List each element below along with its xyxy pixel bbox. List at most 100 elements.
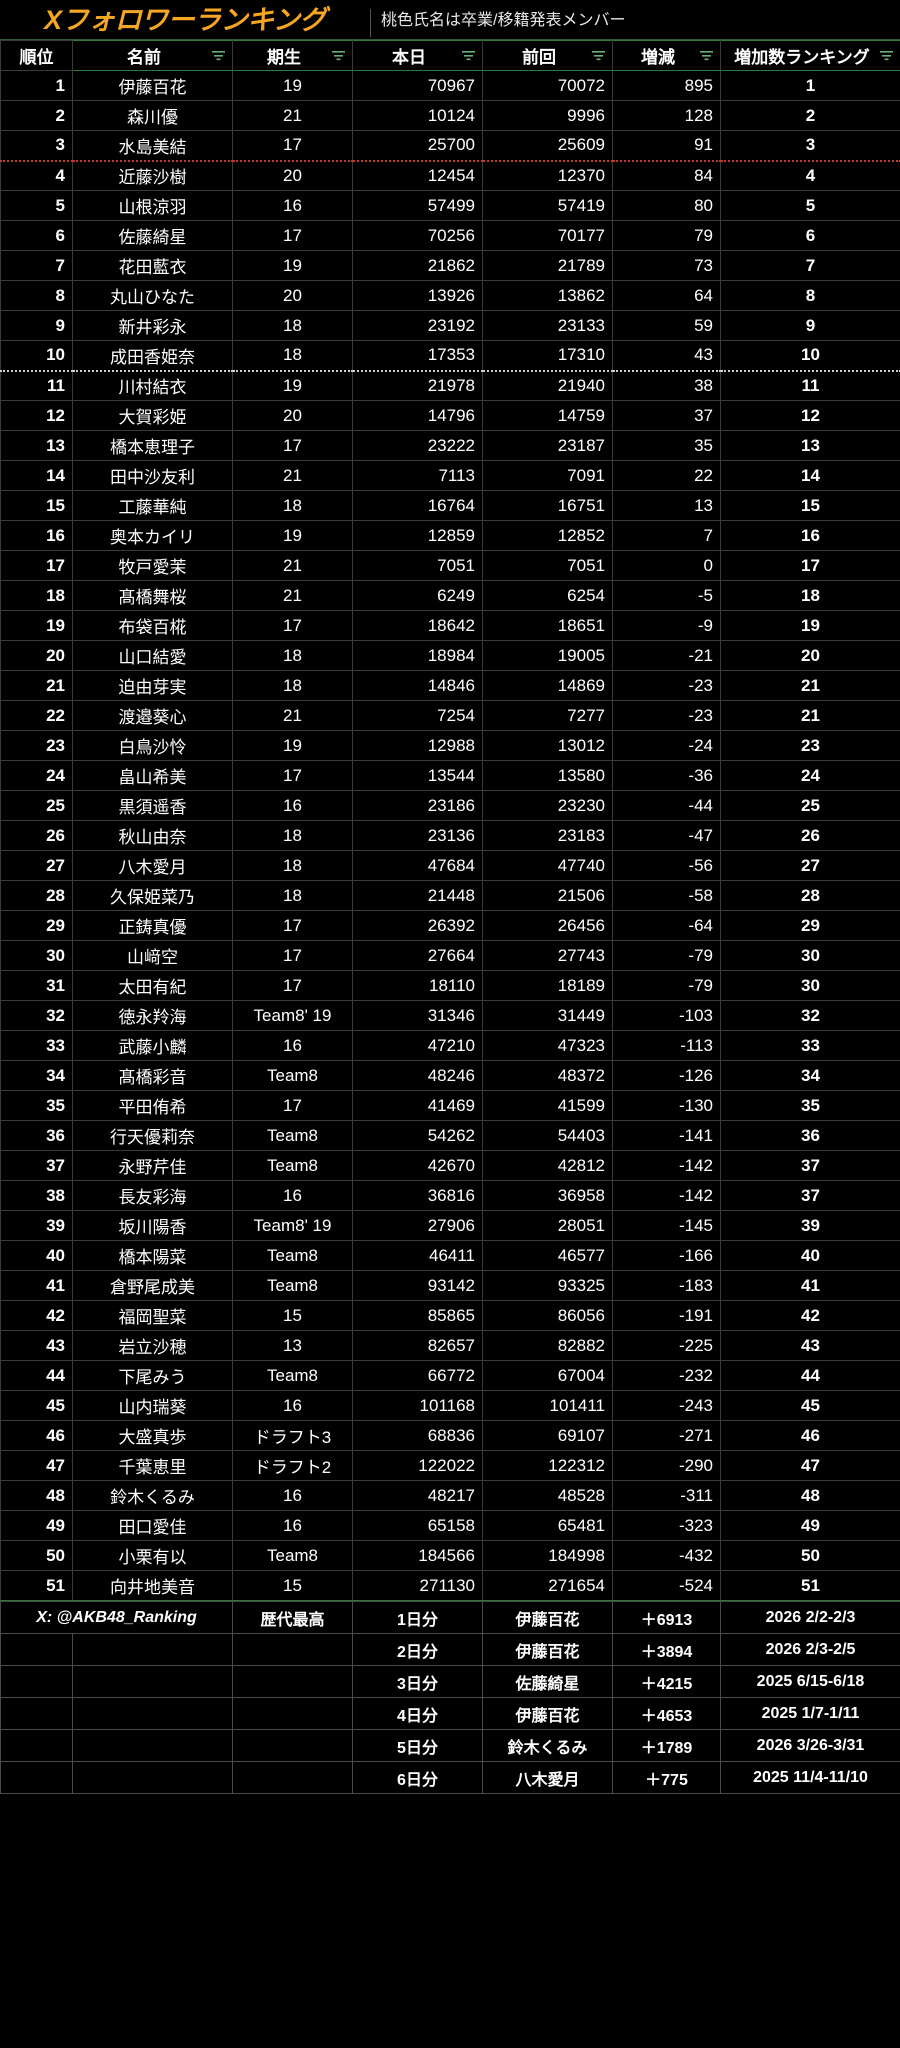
cell-name: 福岡聖菜 (72, 1300, 233, 1331)
cell-gain-rank: 35 (720, 1090, 900, 1121)
cell-name: 田口愛佳 (72, 1510, 233, 1541)
record-label-filler (232, 1633, 353, 1666)
column-header-name[interactable]: 名前 (72, 40, 233, 71)
table-row: 31 太田有紀 17 18110 18189 -79 30 (0, 970, 900, 1001)
column-header-generation[interactable]: 期生 (232, 40, 353, 71)
cell-generation: 18 (232, 340, 353, 372)
table-row: 2 森川優 21 10124 9996 128 2 (0, 100, 900, 131)
column-header-today[interactable]: 本日 (352, 40, 483, 71)
filter-icon[interactable] (212, 50, 225, 61)
table-row: 21 迫由芽実 18 14846 14869 -23 21 (0, 670, 900, 701)
cell-name: 畠山希美 (72, 760, 233, 791)
cell-today: 48246 (352, 1060, 483, 1091)
cell-generation: 20 (232, 160, 353, 191)
cell-name: 奥本カイリ (72, 520, 233, 551)
cell-today: 82657 (352, 1330, 483, 1361)
cell-previous: 9996 (482, 100, 613, 131)
cell-change: 79 (612, 220, 721, 251)
cell-name: 武藤小麟 (72, 1030, 233, 1061)
cell-today: 271130 (352, 1570, 483, 1601)
cell-name: 永野芹佳 (72, 1150, 233, 1181)
cell-previous: 69107 (482, 1420, 613, 1451)
cell-change: -58 (612, 880, 721, 911)
cell-today: 41469 (352, 1090, 483, 1121)
cell-rank: 26 (0, 820, 73, 851)
ranking-table: 順位 名前 期生 本日 (0, 40, 900, 1601)
cell-rank: 13 (0, 430, 73, 461)
cell-generation: 16 (232, 790, 353, 821)
cell-rank: 50 (0, 1540, 73, 1571)
cell-previous: 23183 (482, 820, 613, 851)
cell-change: 91 (612, 130, 721, 162)
cell-gain-rank: 44 (720, 1360, 900, 1391)
cell-generation: 18 (232, 880, 353, 911)
cell-previous: 86056 (482, 1300, 613, 1331)
cell-name: 徳永羚海 (72, 1000, 233, 1031)
table-row: 9 新井彩永 18 23192 23133 59 9 (0, 310, 900, 341)
cell-rank: 8 (0, 280, 73, 311)
filter-icon[interactable] (462, 50, 475, 61)
cell-previous: 27743 (482, 940, 613, 971)
filter-icon[interactable] (332, 50, 345, 61)
cell-change: 128 (612, 100, 721, 131)
cell-today: 21862 (352, 250, 483, 281)
cell-generation: 17 (232, 430, 353, 461)
cell-name: 倉野尾成美 (72, 1270, 233, 1301)
cell-today: 7051 (352, 550, 483, 581)
filter-icon[interactable] (880, 50, 893, 61)
table-row: 18 髙橋舞桜 21 6249 6254 -5 18 (0, 580, 900, 611)
cell-rank: 48 (0, 1480, 73, 1511)
cell-rank: 17 (0, 550, 73, 581)
x-handle[interactable]: X: @AKB48_Ranking (0, 1601, 233, 1634)
table-header-row: 順位 名前 期生 本日 (0, 40, 900, 71)
cell-name: 工藤華純 (72, 490, 233, 521)
record-span: 4日分 (352, 1697, 483, 1730)
cell-today: 46411 (352, 1240, 483, 1271)
cell-change: -323 (612, 1510, 721, 1541)
column-header-gain-rank[interactable]: 増加数ランキング (720, 40, 900, 71)
header-label-today: 本日 (392, 48, 426, 67)
column-header-previous[interactable]: 前回 (482, 40, 613, 71)
table-row: 28 久保姫菜乃 18 21448 21506 -58 28 (0, 880, 900, 911)
cell-today: 70967 (352, 70, 483, 101)
table-row: 39 坂川陽香 Team8' 19 27906 28051 -145 39 (0, 1210, 900, 1241)
cell-generation: 15 (232, 1570, 353, 1601)
table-row: 24 畠山希美 17 13544 13580 -36 24 (0, 760, 900, 791)
cell-change: 0 (612, 550, 721, 581)
cell-name: 大盛真歩 (72, 1420, 233, 1451)
header-label-generation: 期生 (267, 48, 301, 67)
table-row: 48 鈴木くるみ 16 48217 48528 -311 48 (0, 1480, 900, 1511)
cell-name: 伊藤百花 (72, 70, 233, 101)
table-row: 27 八木愛月 18 47684 47740 -56 27 (0, 850, 900, 881)
cell-rank: 3 (0, 130, 73, 162)
cell-generation: 19 (232, 730, 353, 761)
cell-gain-rank: 50 (720, 1540, 900, 1571)
cell-gain-rank: 2 (720, 100, 900, 131)
cell-generation: 17 (232, 220, 353, 251)
cell-generation: 19 (232, 70, 353, 101)
cell-gain-rank: 27 (720, 850, 900, 881)
header-label-change: 増減 (641, 48, 675, 67)
cell-previous: 23187 (482, 430, 613, 461)
cell-gain-rank: 24 (720, 760, 900, 791)
cell-name: 山﨑空 (72, 940, 233, 971)
filter-icon[interactable] (592, 50, 605, 61)
cell-today: 12859 (352, 520, 483, 551)
column-header-change[interactable]: 増減 (612, 40, 721, 71)
cell-gain-rank: 1 (720, 70, 900, 101)
cell-change: -126 (612, 1060, 721, 1091)
table-row: 6 佐藤綺星 17 70256 70177 79 6 (0, 220, 900, 251)
filter-icon[interactable] (700, 50, 713, 61)
footer-blank-rank (0, 1697, 73, 1730)
cell-gain-rank: 42 (720, 1300, 900, 1331)
cell-change: -5 (612, 580, 721, 611)
cell-name: 丸山ひなた (72, 280, 233, 311)
cell-previous: 25609 (482, 130, 613, 162)
record-label-filler (232, 1729, 353, 1762)
footer-row: 5日分 鈴木くるみ ＋1789 2026 3/26-3/31 (0, 1729, 900, 1762)
cell-change: 64 (612, 280, 721, 311)
cell-today: 25700 (352, 130, 483, 162)
footer-blank-name (72, 1761, 233, 1794)
cell-change: -191 (612, 1300, 721, 1331)
cell-today: 23186 (352, 790, 483, 821)
